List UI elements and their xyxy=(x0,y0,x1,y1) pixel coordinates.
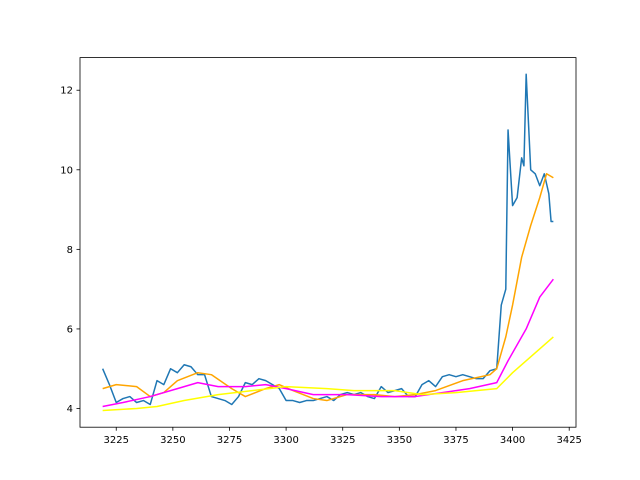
x-tick-label: 3375 xyxy=(443,435,468,446)
x-tick-label: 3250 xyxy=(160,435,185,446)
line-series xyxy=(101,73,554,406)
x-tick-label: 3325 xyxy=(330,435,355,446)
x-tick-label: 3275 xyxy=(217,435,242,446)
x-tick-label: 3350 xyxy=(387,435,412,446)
x-tick-label: 3425 xyxy=(556,435,581,446)
line-series xyxy=(102,173,554,402)
x-tick-label: 3225 xyxy=(104,435,129,446)
y-tick-label: 6 xyxy=(67,324,73,335)
line-series xyxy=(102,278,554,408)
x-tick-label: 3400 xyxy=(500,435,525,446)
x-tick-label: 3300 xyxy=(273,435,298,446)
y-tick-label: 12 xyxy=(60,86,73,97)
y-tick-label: 4 xyxy=(67,404,73,415)
line-series xyxy=(102,336,554,412)
plot-frame xyxy=(79,57,577,428)
y-tick-label: 8 xyxy=(67,245,73,256)
y-tick-label: 10 xyxy=(60,165,73,176)
